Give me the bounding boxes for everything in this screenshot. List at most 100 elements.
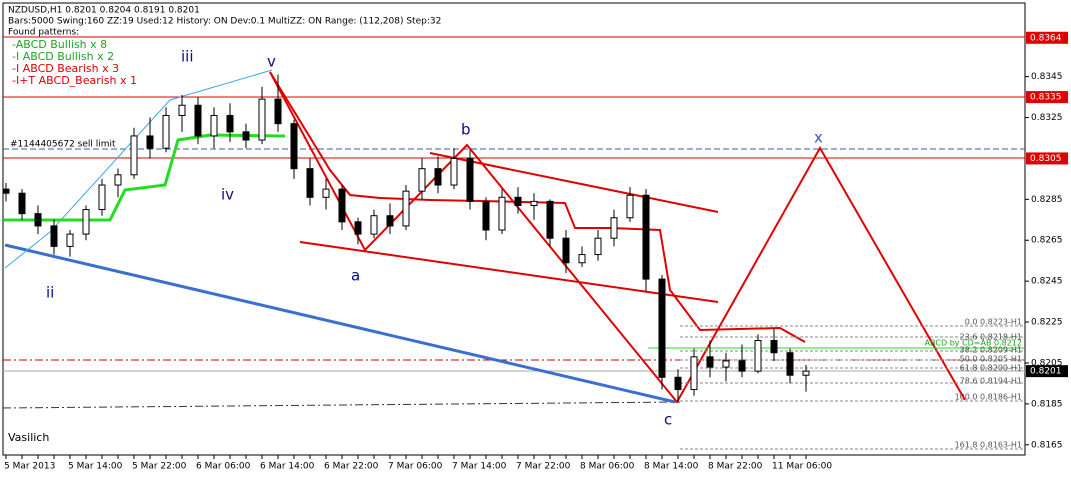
header: NZDUSD,H1 0.8201 0.8204 0.8191 0.8201 <box>8 6 200 16</box>
candle-body <box>290 123 298 170</box>
ma-green <box>4 133 286 222</box>
price-label: 0.8364 <box>1030 33 1062 43</box>
overlays <box>2 36 1025 450</box>
candle-body <box>642 194 650 280</box>
order-label: #1144405672 sell limit <box>10 140 116 150</box>
price-label-box <box>1026 365 1068 378</box>
x-tick-label: 8 Mar 22:00 <box>708 462 763 472</box>
candle-body <box>626 194 634 219</box>
fib-label: 0.0 0.8223-H1 <box>965 318 1022 327</box>
candle-body <box>322 188 330 198</box>
channel-line <box>299 241 719 303</box>
y-tick-label: 0.8225 <box>1031 318 1063 328</box>
x-tick-label: 7 Mar 14:00 <box>452 462 507 472</box>
candle-body <box>530 200 538 206</box>
price-label-box <box>1026 91 1068 104</box>
wave-label: ii <box>46 284 54 302</box>
fib-label: 50.0 0.8205-H1 <box>960 355 1022 364</box>
x-tick-label: 5 Mar 14:00 <box>68 462 123 472</box>
x-tick-label: 6 Mar 06:00 <box>196 462 251 472</box>
candle-body <box>370 215 378 235</box>
candle-body <box>386 215 394 227</box>
y-tick-label: 0.8345 <box>1031 72 1063 82</box>
x-tick-label: 11 Mar 06:00 <box>772 462 832 472</box>
wave-label: b <box>461 121 471 139</box>
x-tick-label: 6 Mar 22:00 <box>324 462 379 472</box>
candle-body <box>114 174 122 186</box>
candle-body <box>82 209 90 235</box>
candle-body <box>98 184 106 211</box>
wave-label: x <box>814 129 823 147</box>
candle-body <box>178 104 186 116</box>
candle-body <box>34 213 42 227</box>
plot-frame <box>2 2 1026 456</box>
pattern: -ABCD Bullish x 8 <box>12 38 107 51</box>
candle-body <box>306 168 314 198</box>
candle-body <box>242 131 250 141</box>
candle-body <box>770 339 778 354</box>
candle-body <box>802 370 810 376</box>
price-label: 0.8201 <box>1030 367 1062 377</box>
pattern: -I+T ABCD_Bearish x 1 <box>12 74 137 87</box>
fib-label: 61.8 0.8200-H1 <box>960 364 1022 373</box>
wave-label: v <box>267 53 276 71</box>
pattern: -I ABCD Bearish x 3 <box>12 62 119 75</box>
wave-label: iii <box>181 48 194 66</box>
candle-body <box>674 376 682 391</box>
candle-body <box>258 98 266 141</box>
price-label-box <box>1026 31 1068 44</box>
candle-body <box>194 104 202 137</box>
info: Bars:5000 Swing:160 ZZ:19 Used:12 Histor… <box>8 17 441 27</box>
y-tick-label: 0.8285 <box>1031 195 1063 205</box>
fib-labels: 0.0 0.8223-H1 23.6 0.8218-H1 38.2 0.8209… <box>925 318 1022 450</box>
price-label: 0.8305 <box>1030 154 1062 164</box>
zigzag-red <box>269 71 966 404</box>
candle-body <box>786 352 794 376</box>
candle-body <box>66 233 74 247</box>
candle-body <box>546 200 554 239</box>
candle-body <box>690 356 698 391</box>
trend-line <box>4 243 676 404</box>
channel-line <box>429 152 719 213</box>
x-tick-label: 5 Mar 22:00 <box>132 462 187 472</box>
y-tick-label: 0.8325 <box>1031 113 1063 123</box>
candles <box>2 74 810 402</box>
abcd-label: ABCD by CD=AB 0.8212 <box>925 339 1022 348</box>
candle-body <box>706 356 714 368</box>
candle-body <box>2 188 10 194</box>
candle-body <box>274 98 282 125</box>
fib-label: 100.0 0.8186-H1 <box>955 393 1022 402</box>
candle-body <box>658 278 666 378</box>
candle-body <box>434 168 442 186</box>
x-tick-label: 6 Mar 14:00 <box>260 462 315 472</box>
price-label: 0.8335 <box>1030 93 1062 103</box>
candle-body <box>50 225 58 247</box>
candle-body <box>402 190 410 227</box>
candle-body <box>498 196 506 231</box>
y-tick-label: 0.8245 <box>1031 277 1063 287</box>
candle-body <box>466 157 474 202</box>
fib-lines <box>680 325 1025 450</box>
tp-line <box>2 401 681 409</box>
found-title: Found patterns: <box>8 28 79 38</box>
candle-body <box>562 237 570 264</box>
y-tick-label: 0.8185 <box>1031 399 1063 409</box>
candle-body <box>578 254 586 264</box>
candle-body <box>210 114 218 137</box>
candle-body <box>610 217 618 239</box>
wave-label: a <box>351 267 360 285</box>
x-tick-label: 8 Mar 06:00 <box>580 462 635 472</box>
author: Vasilich <box>8 431 49 444</box>
candle-body <box>146 135 154 149</box>
y-tick-label: 0.8205 <box>1031 358 1063 368</box>
candle-body <box>18 192 26 215</box>
candle-body <box>722 360 730 368</box>
y-tick-label: 0.8165 <box>1031 440 1063 450</box>
candle-body <box>738 360 746 372</box>
candle-body <box>594 237 602 256</box>
candle-body <box>418 168 426 192</box>
candle-body <box>354 221 362 235</box>
x-tick-label: 7 Mar 06:00 <box>388 462 443 472</box>
fib-label: 78.6 0.8194-H1 <box>960 377 1022 386</box>
